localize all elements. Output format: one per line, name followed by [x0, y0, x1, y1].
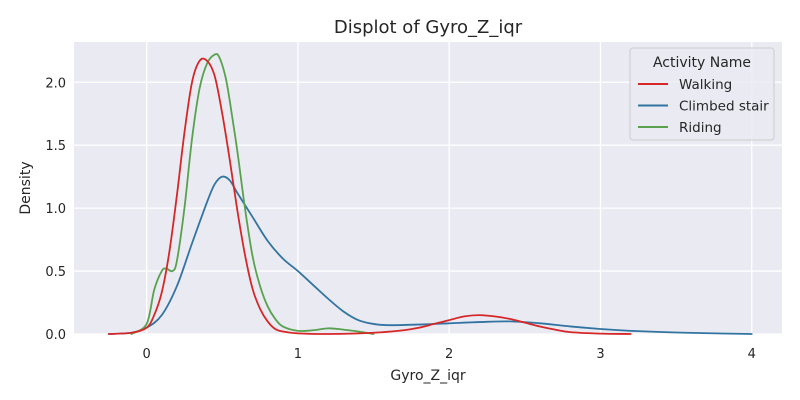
y-tick-label: 2.0 [45, 76, 66, 91]
y-tick-label: 0.0 [45, 328, 66, 343]
series-layer [107, 53, 753, 335]
x-tick-label: 0 [142, 347, 150, 362]
legend-label: Walking [679, 77, 732, 93]
legend: Activity Name Walking Climbed stair Riding [629, 47, 775, 141]
legend-label: Climbed stair [679, 99, 769, 115]
series-line-walking [107, 57, 632, 335]
tick-layer: 0 1 2 3 4 0.0 0.5 1.0 1.5 2.0 [45, 76, 756, 362]
legend-title: Activity Name [653, 55, 751, 71]
x-tick-label: 1 [294, 347, 302, 362]
y-tick-label: 0.5 [45, 265, 66, 280]
series-line-riding [130, 53, 375, 335]
legend-label: Riding [679, 120, 722, 136]
chart-title: Displot of Gyro_Z_iqr [334, 17, 523, 38]
x-tick-label: 3 [596, 347, 604, 362]
x-axis-label: Gyro_Z_iqr [390, 368, 466, 384]
x-tick-label: 4 [748, 347, 756, 362]
y-tick-label: 1.0 [45, 202, 66, 217]
series-line-climbed-stair [107, 175, 753, 335]
legend-items: Walking Climbed stair Riding [638, 77, 769, 136]
y-tick-label: 1.5 [45, 139, 66, 154]
legend-box [629, 47, 775, 141]
x-tick-label: 2 [445, 347, 453, 362]
y-axis-label: Density [18, 161, 34, 214]
